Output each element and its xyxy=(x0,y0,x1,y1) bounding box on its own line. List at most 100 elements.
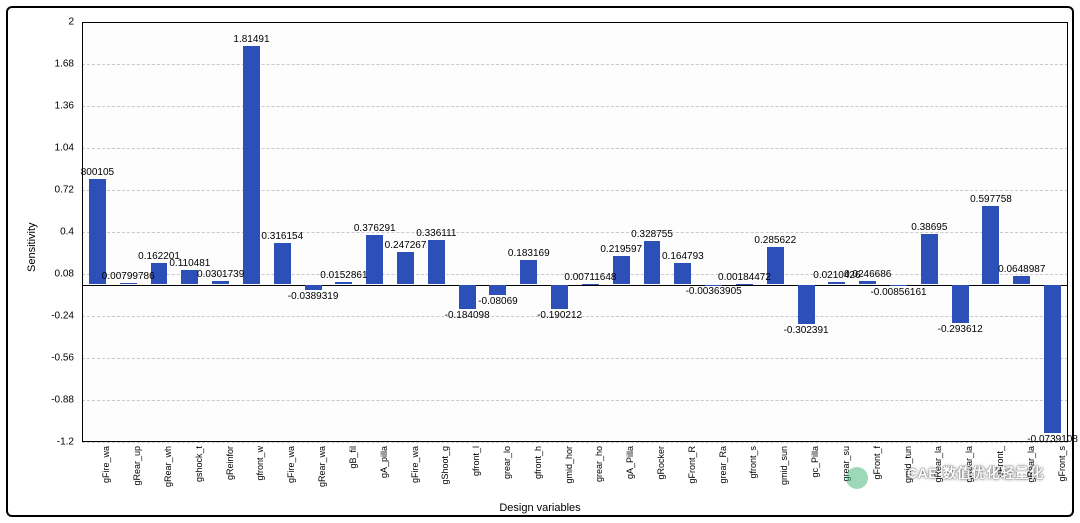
bar-value: -0.302391 xyxy=(784,325,829,336)
bar-value: 0.0301739 xyxy=(197,269,244,280)
bar xyxy=(120,283,137,284)
bar-value: -0.0389319 xyxy=(288,291,339,302)
y-tick: 0.08 xyxy=(12,269,74,280)
bar xyxy=(243,46,260,284)
x-axis-label: Design variables xyxy=(12,502,1068,514)
bar-value: 0.328755 xyxy=(631,229,673,240)
bar xyxy=(520,260,537,284)
x-tick: gFire_wa xyxy=(286,446,296,483)
x-tick: gfront_l xyxy=(471,446,481,476)
bar-value: 0.00711648 xyxy=(564,272,616,283)
bar xyxy=(952,285,969,324)
x-tick: gFront_s xyxy=(1057,446,1067,482)
y-tick: -0.56 xyxy=(12,353,74,364)
y-tick: 2 xyxy=(12,17,74,28)
bar-value: 0.183169 xyxy=(508,248,550,259)
x-tick: grear_ho xyxy=(594,446,604,482)
x-tick: gshock_t xyxy=(194,446,204,482)
y-tick: -0.88 xyxy=(12,395,74,406)
chart-frame: Sensitivity Design variables -1.2-0.88-0… xyxy=(6,6,1074,517)
x-tick: gShoot_g xyxy=(440,446,450,485)
bar-value: 0.00184472 xyxy=(718,272,771,283)
x-tick: grear_Ra xyxy=(718,446,728,484)
x-tick: grear_lo xyxy=(502,446,512,479)
bar xyxy=(674,263,691,285)
y-tick: 0.4 xyxy=(12,227,74,238)
x-tick: gfront_s xyxy=(748,446,758,479)
bar-value: 0.110481 xyxy=(169,258,210,269)
y-tick: 1.68 xyxy=(12,59,74,70)
gridline xyxy=(82,106,1068,107)
bar-value: 0.336111 xyxy=(416,228,456,239)
bar-value: 0.0152861 xyxy=(320,270,367,281)
bar xyxy=(1044,285,1061,434)
x-tick: gfront_h xyxy=(533,446,543,479)
bar-value: 0.38695 xyxy=(911,222,947,233)
bar-value: 0.0648987 xyxy=(998,264,1045,275)
bar xyxy=(89,179,106,284)
chart-inner: Sensitivity Design variables -1.2-0.88-0… xyxy=(12,12,1068,511)
bar xyxy=(305,285,322,290)
y-tick: 1.36 xyxy=(12,101,74,112)
x-tick: gmid_hor xyxy=(564,446,574,484)
x-tick: gFire_wa xyxy=(101,446,111,483)
bar-value: 0.376291 xyxy=(354,223,396,234)
bar-value: -0.08069 xyxy=(478,296,517,307)
x-tick: gFront_R xyxy=(687,446,697,484)
gridline xyxy=(82,190,1068,191)
bar-value: -0.0739108 xyxy=(1027,434,1078,445)
x-tick: gRocker xyxy=(656,446,666,480)
watermark-text: CAE 数值优化轻量化 xyxy=(907,463,1044,483)
x-tick: gA_pilla xyxy=(379,446,389,478)
bar xyxy=(397,252,414,284)
y-tick: -1.2 xyxy=(12,437,74,448)
bar xyxy=(798,285,815,325)
bar xyxy=(428,240,445,284)
y-tick: -0.24 xyxy=(12,311,74,322)
x-tick: gFront_f xyxy=(872,446,882,480)
x-tick: gB_fil xyxy=(348,446,358,469)
bar xyxy=(828,282,845,285)
gridline xyxy=(82,64,1068,65)
x-tick: gc_Pilla xyxy=(810,446,820,478)
x-tick: gFire_wa xyxy=(410,446,420,483)
gridline xyxy=(82,358,1068,359)
bar-value: 0.00799786 xyxy=(102,271,155,282)
gridline xyxy=(82,442,1068,443)
gridline xyxy=(82,22,1068,23)
bar-value: 0.597758 xyxy=(970,194,1012,205)
bar-value: 0.247267 xyxy=(385,240,427,251)
bar-value: -0.293612 xyxy=(938,324,983,335)
y-tick: 0.72 xyxy=(12,185,74,196)
bar xyxy=(859,281,876,284)
bar xyxy=(366,235,383,284)
bar xyxy=(1013,276,1030,285)
bar xyxy=(890,285,907,286)
x-tick: gmid_sun xyxy=(779,446,789,485)
bar xyxy=(582,284,599,285)
bar xyxy=(489,285,506,296)
bar-value: -0.00856161 xyxy=(870,287,926,298)
bar-value: 0.285622 xyxy=(754,235,796,246)
zero-line xyxy=(82,285,1068,286)
x-tick: gRear_up xyxy=(132,446,142,486)
x-tick: gRear_wh xyxy=(163,446,173,487)
x-tick: gfront_w xyxy=(255,446,265,481)
bar-value: -0.190212 xyxy=(537,310,582,321)
bar xyxy=(274,243,291,284)
x-tick: gRear_wa xyxy=(317,446,327,487)
x-tick: gA_Pilla xyxy=(625,446,635,479)
gridline xyxy=(82,400,1068,401)
bar-value: -0.184098 xyxy=(445,310,490,321)
watermark-icon xyxy=(846,467,868,489)
bar-value: 0.219597 xyxy=(600,244,642,255)
bar-value: 1.81491 xyxy=(233,34,269,45)
bar-value: 0.0246686 xyxy=(844,269,891,280)
bar-value: -0.00363905 xyxy=(686,286,742,297)
y-tick: 1.04 xyxy=(12,143,74,154)
gridline xyxy=(82,148,1068,149)
bar-value: 0.316154 xyxy=(261,231,303,242)
bar xyxy=(335,282,352,284)
bar-value: 800105 xyxy=(81,167,114,178)
bar xyxy=(212,281,229,285)
